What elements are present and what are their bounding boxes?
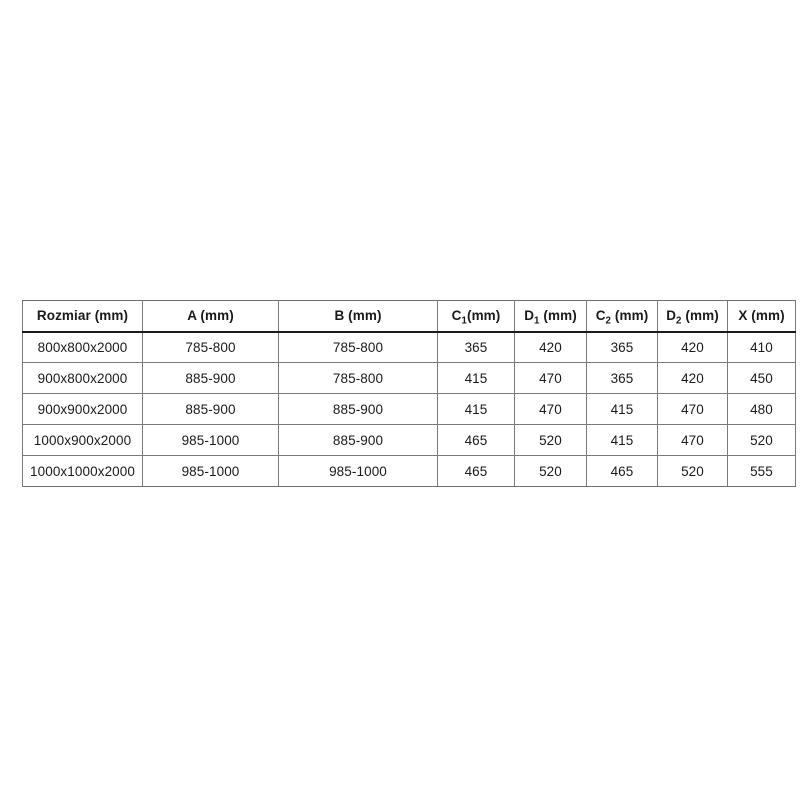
column-header-size: Rozmiar (mm) (22, 300, 143, 333)
cell-d2: 420 (657, 331, 728, 363)
cell-a: 785-800 (142, 331, 279, 363)
cell-d2: 470 (657, 393, 728, 425)
cell-d1: 470 (514, 362, 587, 394)
column-header-d2: D2 (mm) (657, 300, 728, 333)
column-header-c1-letter: C (451, 308, 462, 324)
cell-x: 555 (727, 455, 796, 487)
table-header: Rozmiar (mm) A (mm) B (mm) C1(mm) D1 (mm… (22, 300, 796, 333)
cell-d1: 470 (514, 393, 587, 425)
cell-a: 885-900 (142, 393, 279, 425)
cell-size: 800x800x2000 (22, 331, 143, 363)
cell-d1: 520 (514, 455, 587, 487)
dimensions-table: Rozmiar (mm) A (mm) B (mm) C1(mm) D1 (mm… (22, 300, 796, 487)
column-header-a: A (mm) (142, 300, 279, 333)
table-row: 800x800x2000 785-800 785-800 365 420 365… (22, 331, 796, 363)
dimensions-table-container: Rozmiar (mm) A (mm) B (mm) C1(mm) D1 (mm… (22, 300, 796, 487)
table-body: 800x800x2000 785-800 785-800 365 420 365… (22, 331, 796, 487)
column-header-d1-subscript: 1 (534, 315, 540, 327)
table-row: 900x800x2000 885-900 785-800 415 470 365… (22, 362, 796, 394)
column-header-c1: C1(mm) (437, 300, 515, 333)
cell-d2: 470 (657, 424, 728, 456)
column-header-c2-unit: (mm) (611, 308, 649, 324)
cell-x: 410 (727, 331, 796, 363)
column-header-c2: C2 (mm) (586, 300, 658, 333)
cell-size: 1000x900x2000 (22, 424, 143, 456)
table-row: 1000x1000x2000 985-1000 985-1000 465 520… (22, 455, 796, 487)
table-row: 900x900x2000 885-900 885-900 415 470 415… (22, 393, 796, 425)
column-header-d2-subscript: 2 (676, 315, 682, 327)
column-header-d2-unit: (mm) (681, 308, 719, 324)
column-header-x: X (mm) (727, 300, 796, 333)
cell-c2: 415 (586, 393, 658, 425)
cell-a: 885-900 (142, 362, 279, 394)
column-header-d2-letter: D (666, 308, 677, 324)
cell-c2: 365 (586, 331, 658, 363)
column-header-b: B (mm) (278, 300, 438, 333)
cell-x: 520 (727, 424, 796, 456)
cell-c1: 415 (437, 362, 515, 394)
column-header-c2-subscript: 2 (605, 315, 612, 327)
cell-x: 480 (727, 393, 796, 425)
cell-c2: 465 (586, 455, 658, 487)
cell-d1: 520 (514, 424, 587, 456)
table-row: 1000x900x2000 985-1000 885-900 465 520 4… (22, 424, 796, 456)
cell-b: 785-800 (278, 331, 438, 363)
column-header-c2-letter: C (595, 308, 606, 324)
cell-c2: 415 (586, 424, 658, 456)
cell-b: 985-1000 (278, 455, 438, 487)
column-header-d1-unit: (mm) (539, 308, 577, 324)
cell-c2: 365 (586, 362, 658, 394)
cell-c1: 415 (437, 393, 515, 425)
cell-size: 900x900x2000 (22, 393, 143, 425)
cell-c1: 465 (437, 424, 515, 456)
cell-b: 885-900 (278, 393, 438, 425)
cell-a: 985-1000 (142, 455, 279, 487)
cell-size: 1000x1000x2000 (22, 455, 143, 487)
table-header-row: Rozmiar (mm) A (mm) B (mm) C1(mm) D1 (mm… (22, 300, 796, 333)
cell-a: 985-1000 (142, 424, 279, 456)
cell-d1: 420 (514, 331, 587, 363)
cell-c1: 465 (437, 455, 515, 487)
column-header-d1: D1 (mm) (514, 300, 587, 333)
cell-d2: 520 (657, 455, 728, 487)
cell-x: 450 (727, 362, 796, 394)
cell-size: 900x800x2000 (22, 362, 143, 394)
cell-b: 885-900 (278, 424, 438, 456)
cell-d2: 420 (657, 362, 728, 394)
column-header-c1-unit: (mm) (466, 308, 501, 324)
cell-b: 785-800 (278, 362, 438, 394)
column-header-c1-subscript: 1 (461, 315, 467, 327)
column-header-d1-letter: D (524, 308, 535, 324)
cell-c1: 365 (437, 331, 515, 363)
